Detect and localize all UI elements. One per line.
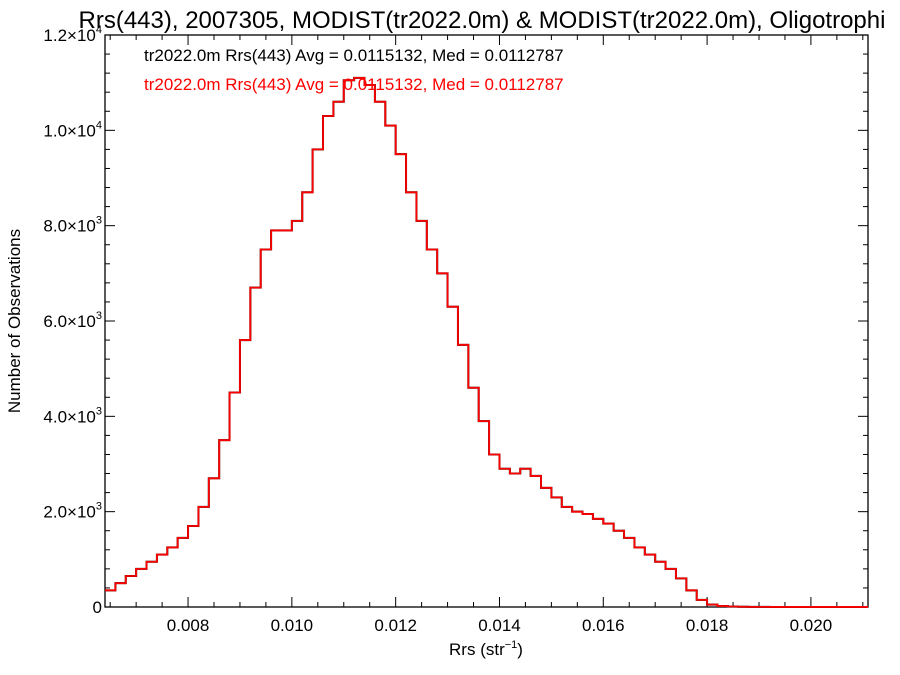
chart-title: Rrs(443), 2007305, MODIST(tr2022.0m) & M…	[79, 7, 886, 34]
x-axis-label-superscript: −1	[505, 639, 518, 651]
x-tick-label: 0.010	[271, 616, 314, 635]
histogram-line-black	[105, 76, 868, 608]
x-tick-label: 0.016	[582, 616, 625, 635]
y-tick-label: 2.0×103	[43, 501, 102, 522]
x-tick-label: 0.008	[167, 616, 210, 635]
x-tick-label: 0.018	[686, 616, 729, 635]
y-tick-label: 1.2×104	[43, 24, 102, 45]
x-axis-label: Rrs (str−1)	[449, 639, 523, 659]
plot-frame	[104, 34, 869, 608]
y-axis-ticks: 0 2.0×103 4.0×103 6.0×103 8.0×103 1.0×104 1.2×…	[43, 24, 868, 617]
x-tick-label: 0.014	[478, 616, 521, 635]
y-tick-label: 6.0×103	[43, 310, 102, 331]
x-axis-label-main: Rrs (str	[449, 640, 505, 659]
y-tick-label: 8.0×103	[43, 215, 102, 236]
y-tick-label: 0	[93, 598, 102, 617]
y-axis-label: Number of Observations	[5, 229, 24, 413]
x-axis-ticks: 0.008 0.010 0.012 0.014 0.016 0.018 0.020	[109, 35, 864, 635]
x-tick-label: 0.020	[790, 616, 833, 635]
y-tick-label: 1.0×104	[43, 119, 102, 140]
histogram-line-red	[105, 77, 868, 608]
stats-annotation: tr2022.0m Rrs(443) Avg = 0.0115132, Med …	[144, 75, 564, 94]
annotations: tr2022.0m Rrs(443) Avg = 0.0115132, Med …	[144, 46, 564, 94]
y-tick-label: 4.0×103	[43, 405, 102, 426]
histogram-series	[105, 76, 868, 608]
x-tick-label: 0.012	[374, 616, 417, 635]
x-axis-label-close: )	[517, 640, 523, 659]
stats-annotation: tr2022.0m Rrs(443) Avg = 0.0115132, Med …	[144, 46, 564, 65]
